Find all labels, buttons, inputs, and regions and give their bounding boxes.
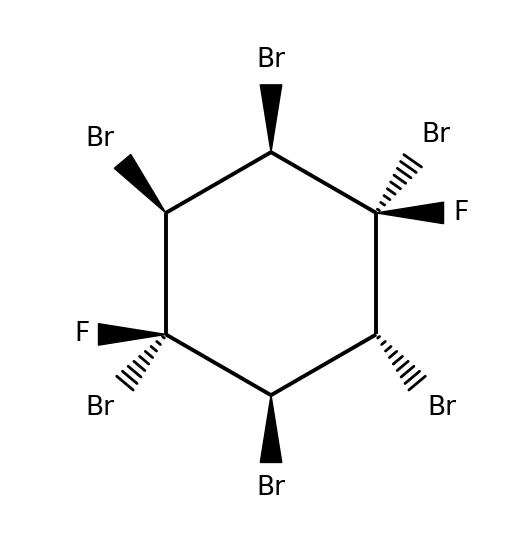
Text: Br: Br: [427, 395, 456, 421]
Polygon shape: [114, 155, 166, 213]
Text: Br: Br: [422, 122, 451, 148]
Polygon shape: [260, 85, 282, 152]
Polygon shape: [376, 202, 444, 224]
Text: F: F: [453, 200, 468, 226]
Text: Br: Br: [86, 395, 115, 421]
Text: F: F: [74, 321, 89, 347]
Polygon shape: [260, 395, 282, 463]
Text: Br: Br: [86, 126, 115, 152]
Text: Br: Br: [256, 475, 285, 501]
Polygon shape: [99, 323, 166, 345]
Text: Br: Br: [256, 47, 285, 73]
